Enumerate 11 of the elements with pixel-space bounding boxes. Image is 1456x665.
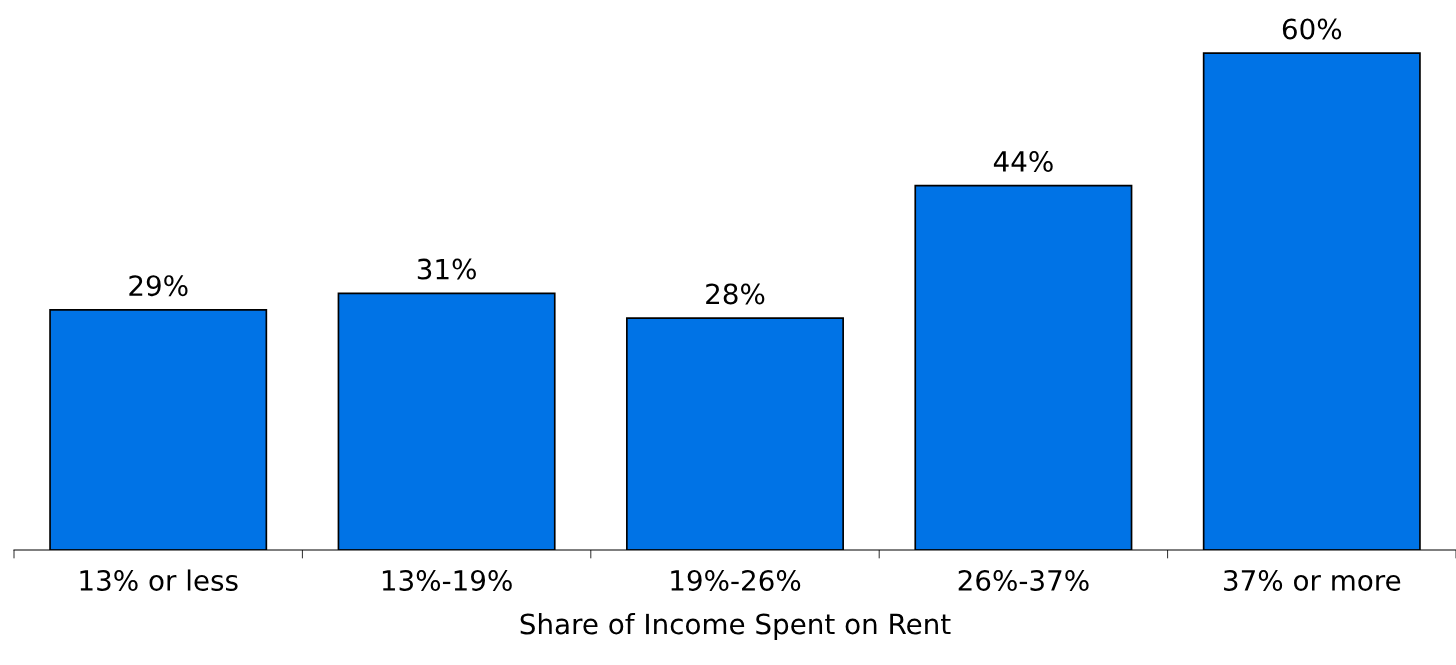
data-label: 31% bbox=[417, 258, 476, 280]
data-label: 28% bbox=[706, 283, 765, 305]
x-axis-title: Share of Income Spent on Rent bbox=[520, 612, 951, 640]
x-tick-label: 37% or more bbox=[1224, 569, 1401, 591]
x-tick-label: 13%-19% bbox=[382, 569, 512, 591]
data-label: 29% bbox=[129, 275, 188, 297]
data-label: 60% bbox=[1282, 18, 1342, 40]
data-label: 44% bbox=[993, 150, 1053, 172]
x-tick-label: 26%-37% bbox=[958, 569, 1089, 591]
x-tick-label: 19%-26% bbox=[671, 569, 801, 591]
x-tick-label: 13% or less bbox=[80, 569, 238, 591]
